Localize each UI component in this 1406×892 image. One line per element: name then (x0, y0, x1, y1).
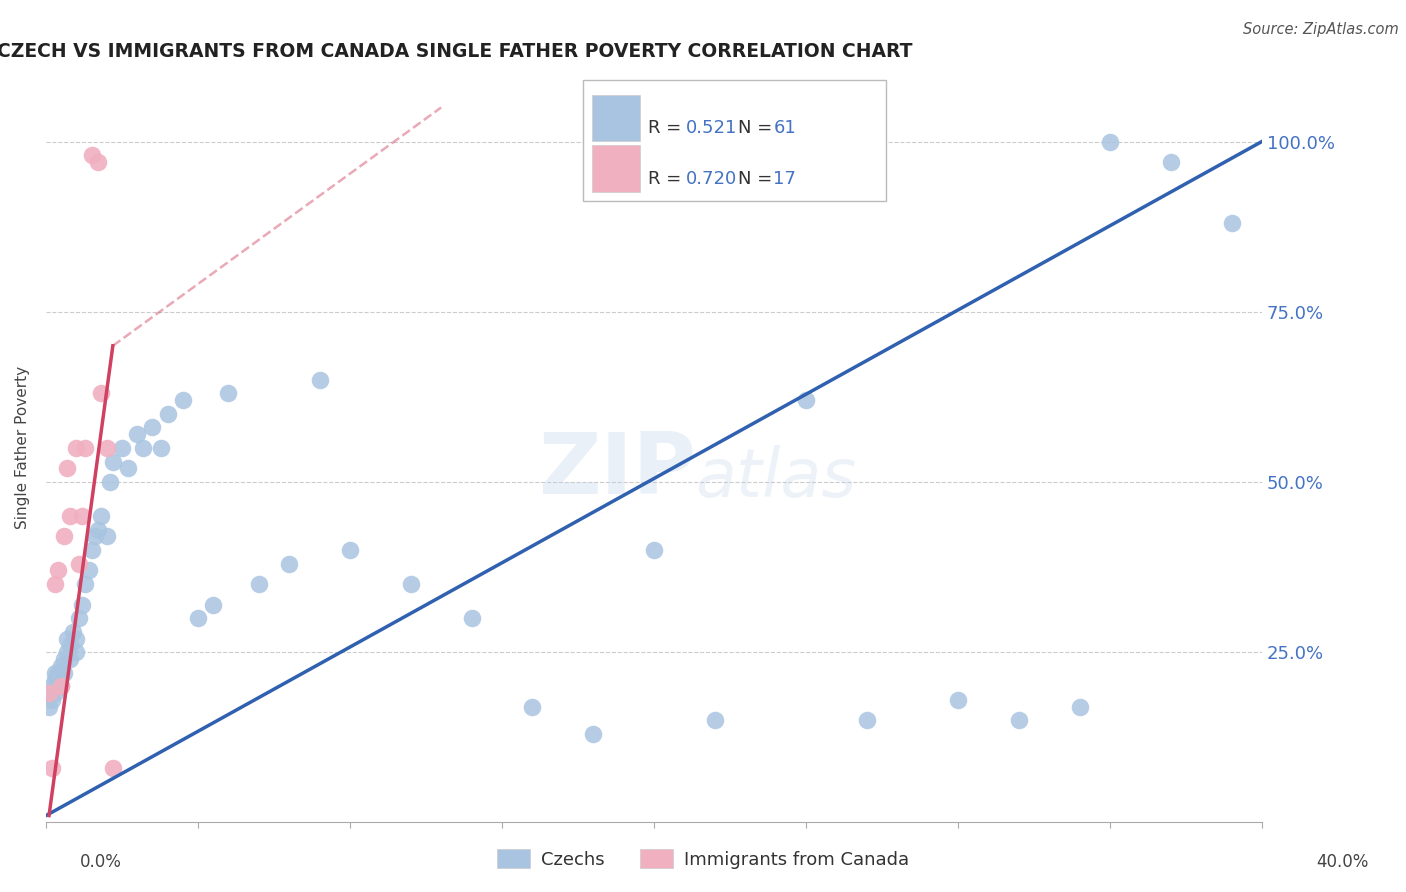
Point (44, 673, 66, 687)
Point (187, 611, 209, 625)
Text: 40.0%: 40.0% (1316, 853, 1369, 871)
Point (62, 624, 84, 639)
Point (59, 652, 82, 666)
Point (46, 564, 69, 578)
Text: ZIP: ZIP (538, 429, 696, 512)
Text: atlas: atlas (695, 445, 856, 511)
Text: CZECH VS IMMIGRANTS FROM CANADA SINGLE FATHER POVERTY CORRELATION CHART: CZECH VS IMMIGRANTS FROM CANADA SINGLE F… (0, 42, 912, 61)
Point (1098, 135, 1121, 149)
Point (46, 665, 69, 680)
Point (1069, 699, 1091, 714)
Point (643, 543, 665, 558)
Text: N =: N = (738, 120, 778, 137)
Point (156, 407, 179, 421)
Text: 61: 61 (773, 120, 796, 137)
Text: R =: R = (648, 120, 688, 137)
Point (582, 727, 605, 741)
Text: 17: 17 (773, 170, 796, 188)
Point (72, 508, 94, 523)
Point (44, 665, 66, 680)
Point (117, 461, 139, 475)
Point (794, 393, 817, 408)
Point (65, 441, 87, 455)
Text: Source: ZipAtlas.com: Source: ZipAtlas.com (1243, 22, 1399, 37)
Point (80, 543, 103, 558)
Point (101, 761, 124, 775)
Point (278, 557, 301, 571)
Point (56, 645, 79, 659)
Point (90, 386, 112, 401)
Point (44, 686, 66, 700)
Point (41, 679, 63, 693)
Point (51, 658, 73, 673)
Point (127, 427, 149, 442)
Point (46, 673, 69, 687)
Text: R =: R = (648, 170, 688, 188)
Point (46, 679, 69, 693)
Point (75, 441, 97, 455)
Point (460, 611, 482, 625)
Point (111, 441, 134, 455)
Point (80, 148, 103, 162)
Point (51, 679, 73, 693)
Point (56, 461, 79, 475)
Point (51, 665, 73, 680)
Point (101, 454, 124, 468)
Point (53, 529, 76, 543)
Point (172, 393, 194, 408)
Point (1220, 216, 1243, 230)
Point (247, 577, 270, 591)
Point (855, 713, 877, 727)
Point (1008, 713, 1031, 727)
Point (72, 598, 94, 612)
Point (77, 564, 100, 578)
Point (339, 543, 361, 558)
Point (703, 713, 725, 727)
Point (150, 441, 173, 455)
Point (53, 652, 76, 666)
Point (44, 577, 66, 591)
Point (56, 632, 79, 646)
Point (946, 693, 969, 707)
Point (217, 386, 239, 401)
Text: N =: N = (738, 170, 778, 188)
Y-axis label: Single Father Poverty: Single Father Poverty (15, 367, 30, 530)
Point (51, 679, 73, 693)
Point (59, 508, 82, 523)
Point (41, 693, 63, 707)
Point (41, 761, 63, 775)
Point (86, 155, 108, 169)
Point (75, 577, 97, 591)
Point (67, 611, 90, 625)
Point (96, 529, 118, 543)
Point (141, 420, 163, 434)
Point (65, 632, 87, 646)
Legend: Czechs, Immigrants from Canada: Czechs, Immigrants from Canada (491, 842, 915, 876)
Point (83, 529, 105, 543)
Text: 0.521: 0.521 (686, 120, 738, 137)
Point (202, 598, 225, 612)
Point (90, 508, 112, 523)
Point (522, 699, 544, 714)
Point (86, 523, 108, 537)
Point (38, 699, 60, 714)
Point (98, 475, 121, 489)
Point (65, 645, 87, 659)
Point (1160, 155, 1182, 169)
Point (38, 686, 60, 700)
Point (132, 441, 155, 455)
Point (59, 638, 82, 652)
Point (96, 441, 118, 455)
Point (399, 577, 422, 591)
Point (53, 665, 76, 680)
Text: 0.720: 0.720 (686, 170, 737, 188)
Text: 0.0%: 0.0% (80, 853, 122, 871)
Point (308, 373, 330, 387)
Point (67, 557, 90, 571)
